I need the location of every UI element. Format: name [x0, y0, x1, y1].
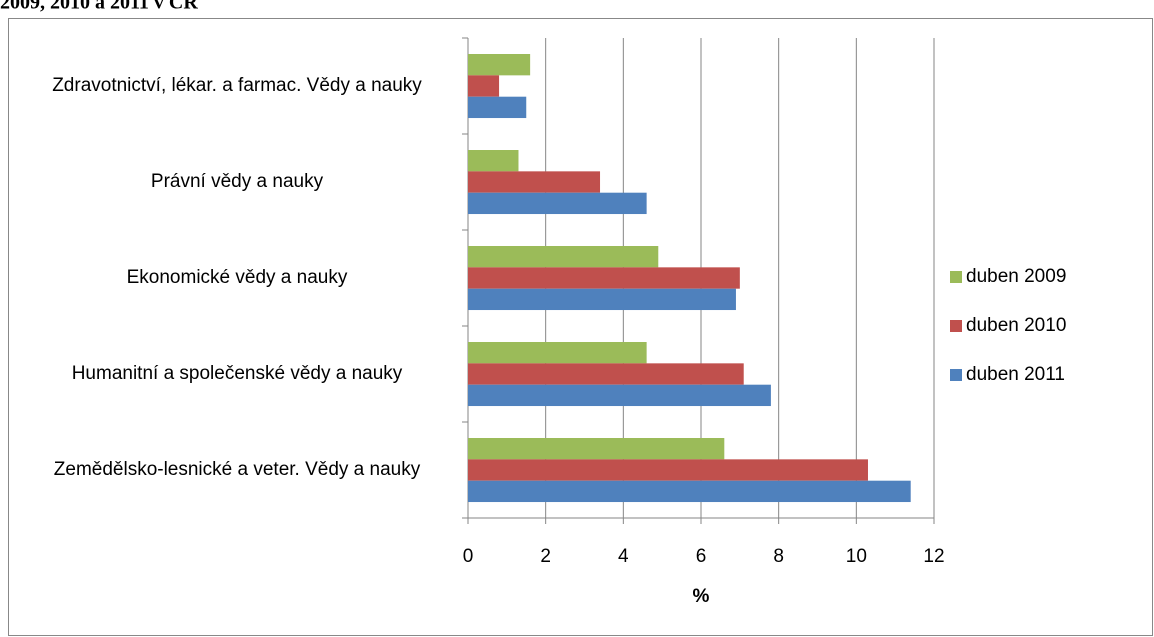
x-tick-label: 6	[696, 546, 707, 567]
x-axis-label: %	[693, 586, 710, 607]
chart-frame	[8, 18, 1153, 636]
bar	[468, 192, 647, 215]
y-tick-label: Zemědělsko-lesnické a veter. Vědy a nauk…	[53, 459, 421, 480]
bar	[468, 288, 736, 311]
y-tick-label: Humanitní a společenské vědy a nauky	[71, 363, 403, 384]
y-tick-label: Právní vědy a nauky	[150, 171, 324, 192]
bar	[468, 96, 527, 119]
bar	[468, 459, 868, 481]
y-tick-label: Zdravotnictví, lékar. a farmac. Vědy a n…	[52, 75, 422, 96]
bar	[468, 384, 771, 407]
title: 2009, 2010 a 2011 v ČR	[0, 0, 198, 14]
x-tick-label: 4	[618, 546, 629, 567]
legend-swatch	[950, 320, 962, 332]
x-tick-label: 12	[923, 546, 944, 567]
legend-swatch	[950, 271, 962, 283]
bar	[468, 267, 740, 289]
legend-label: duben 2009	[966, 266, 1066, 287]
bar	[468, 171, 601, 193]
x-tick-label: 10	[846, 546, 867, 567]
legend-label: duben 2010	[966, 315, 1066, 336]
x-tick-label: 0	[463, 546, 474, 567]
bar	[468, 246, 659, 268]
bar	[468, 54, 531, 76]
y-tick-label: Ekonomické vědy a nauky	[126, 267, 348, 288]
legend-label: duben 2011	[966, 364, 1065, 385]
bar	[468, 75, 500, 97]
bar	[468, 342, 647, 364]
bar	[468, 150, 519, 172]
x-tick-label: 2	[540, 546, 551, 567]
legend-swatch	[950, 369, 962, 381]
bar	[468, 438, 725, 460]
x-tick-label: 8	[773, 546, 784, 567]
bar	[468, 363, 744, 385]
bar	[468, 480, 911, 503]
